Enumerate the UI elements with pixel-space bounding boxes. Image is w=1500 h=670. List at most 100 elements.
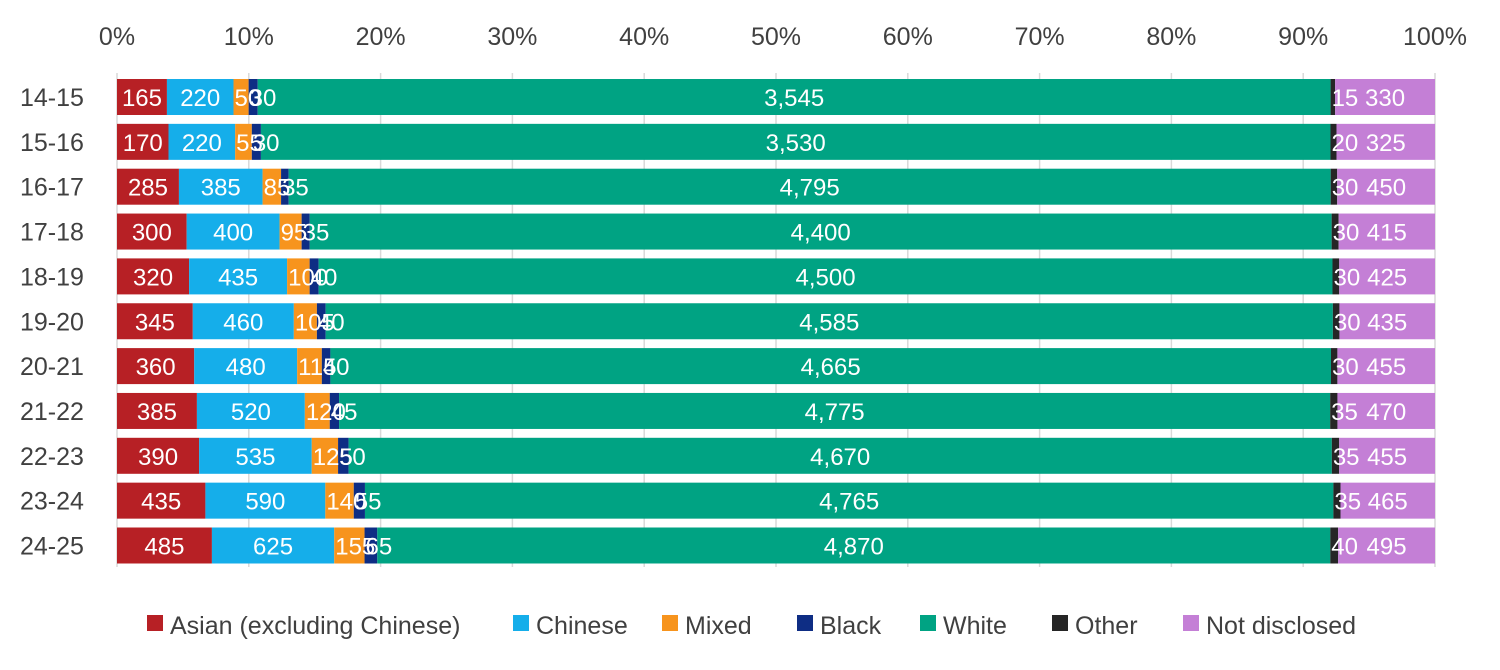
data-label: 55 [236,130,263,157]
bar-segment [194,348,298,385]
data-label: 385 [201,175,241,202]
bar-segment [1337,392,1435,429]
data-label: 30 [1333,264,1360,291]
legend-swatch [797,615,813,631]
x-tick-label: 50% [751,23,801,51]
data-label: 40 [311,264,338,291]
y-category-label: 14-15 [20,84,84,112]
bar-segment [117,258,190,295]
bar-segment [235,123,252,160]
bar-segment [1338,213,1435,250]
legend-label: Other [1075,612,1138,640]
bar-segment [1331,437,1340,474]
data-label: 220 [180,85,220,112]
bar-segment [1336,123,1435,160]
legend-swatch [920,615,936,631]
data-label: 40 [318,309,345,336]
legend-swatch [513,615,529,631]
data-label: 30 [253,130,280,157]
bar-segment [262,168,282,205]
data-label: 455 [1366,354,1406,381]
stacked-bars [117,79,1435,564]
bar-segment [364,482,1334,519]
bar-segment [251,123,261,160]
bar-segment [117,527,212,564]
bar-segment [1332,258,1340,295]
bar-segment [211,527,335,564]
bar-segment [117,79,167,115]
data-label: 385 [137,399,177,426]
data-label: 4,500 [796,264,856,291]
bar-segment [353,482,365,519]
data-label: 95 [281,220,308,247]
bar-segment [117,168,179,205]
bar-segment [189,258,288,295]
bar-segment [1330,168,1338,205]
data-label: 30 [250,85,277,112]
data-label: 30 [1333,220,1360,247]
bar-segment [248,79,258,115]
data-label: 105 [295,309,335,336]
legend-swatch [1052,615,1068,631]
legend-label: Asian (excluding Chinese) [170,612,460,640]
data-label: 35 [303,220,330,247]
bar-segment [260,123,1331,160]
data-label: 220 [182,130,222,157]
bar-segment [117,123,169,160]
bar-segment [1330,79,1336,115]
data-label: 115 [298,354,336,381]
y-category-label: 19-20 [20,308,84,336]
legend: Asian (excluding Chinese) Chinese Mixed Bla… [147,612,1356,640]
bar-segment [186,213,280,250]
bar-segment [1331,213,1339,250]
bar-segment [168,123,236,160]
y-category-label: 22-23 [20,443,84,471]
bar-segment [301,213,310,250]
bar-segment [205,482,326,519]
data-label: 20 [1331,130,1358,157]
bar-segment [1338,527,1435,564]
data-label: 45 [331,399,358,426]
y-category-label: 18-19 [20,263,84,291]
data-label: 4,765 [819,489,879,516]
x-tick-label: 40% [619,23,669,51]
data-label: 535 [235,444,275,471]
bar-segment [287,258,310,295]
x-tick-label: 60% [883,23,933,51]
bar-segment [1335,79,1435,115]
bar-segment [297,348,322,385]
x-tick-label: 10% [224,23,274,51]
bar-segment [1330,392,1338,429]
bar-segment [339,392,1331,429]
bar-segment [325,482,354,519]
x-tick-label: 100% [1403,23,1467,51]
y-category-label: 23-24 [20,488,84,516]
data-label: 400 [213,220,253,247]
bar-segment [279,213,302,250]
data-label: 120 [306,399,346,426]
y-axis-categories: 14-15 15-16 16-17 17-18 18-19 19-20 20-21 21-22… [20,84,84,561]
bar-segment [318,258,1333,295]
legend-label: Not disclosed [1206,612,1356,640]
bar-segment [364,527,378,564]
data-label: 3,530 [766,130,826,157]
bar-segment [293,303,317,340]
data-label: 495 [1367,534,1407,561]
data-label: 480 [226,354,266,381]
data-label: 455 [1367,444,1407,471]
x-tick-label: 90% [1278,23,1328,51]
bar-segment [199,437,312,474]
data-label: 50 [235,85,262,112]
data-label: 40 [323,354,350,381]
data-label: 100 [288,264,328,291]
x-tick-label: 30% [487,23,537,51]
bar-segment [309,213,1332,250]
data-label: 35 [1333,444,1360,471]
data-label: 35 [1331,399,1358,426]
data-label: 65 [366,534,393,561]
bar-segment [257,79,1331,115]
y-category-label: 20-21 [20,353,84,381]
data-label: 140 [326,489,366,516]
bar-segment [166,79,234,115]
bar-segment [377,527,1331,564]
